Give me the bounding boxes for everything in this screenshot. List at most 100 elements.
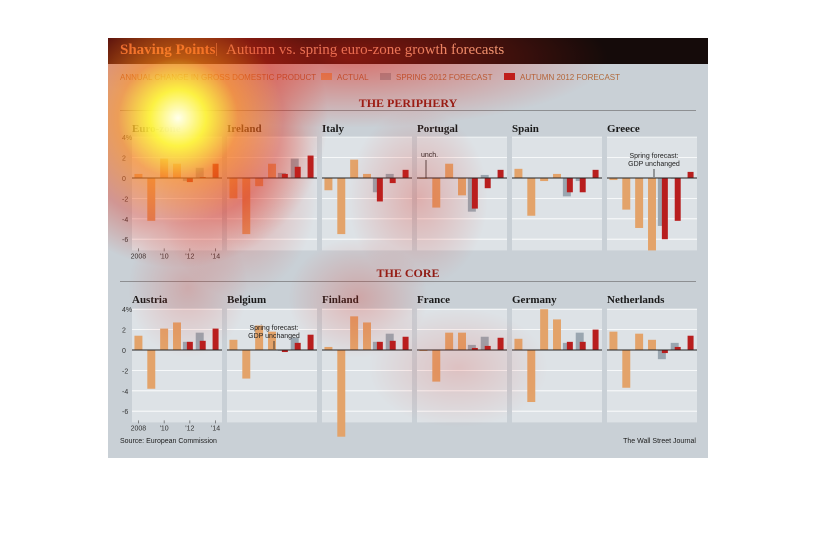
bar-autumn-finland xyxy=(376,341,383,350)
bar-autumn-finland xyxy=(389,340,396,350)
bar-actual-italy xyxy=(324,178,333,191)
bar-autumn-france xyxy=(497,337,504,350)
bar-actual-france xyxy=(432,350,441,382)
bar-actual-euro-zone xyxy=(173,163,181,178)
panel-title-spain: Spain xyxy=(512,123,539,135)
annotation-belgium: Spring forecast: xyxy=(249,325,298,332)
panel-title-austria: Austria xyxy=(132,294,168,306)
bar-actual-belgium xyxy=(242,350,251,379)
bar-actual-germany xyxy=(553,319,561,350)
bar-actual-greece xyxy=(635,178,644,228)
x-tick-label: '12 xyxy=(185,425,194,432)
bar-actual-spain xyxy=(527,178,536,216)
bar-actual-italy xyxy=(337,178,346,235)
bar-autumn-euro-zone xyxy=(186,178,193,183)
annotation-belgium: GDP unchanged xyxy=(248,333,300,340)
bar-autumn-ireland xyxy=(307,155,314,178)
bar-autumn-spain xyxy=(579,178,586,193)
bar-autumn-france xyxy=(484,345,491,350)
panel-title-euro-zone: Euro-zone xyxy=(132,123,181,135)
panel-title-greece: Greece xyxy=(607,123,640,135)
bar-autumn-austria xyxy=(199,340,206,350)
bar-actual-netherlands xyxy=(635,333,644,350)
panel-title-portugal: Portugal xyxy=(417,123,458,135)
x-tick-label: '10 xyxy=(160,425,169,432)
y-tick-label: -4 xyxy=(122,389,128,396)
bar-autumn-portugal xyxy=(497,169,504,178)
panel-ireland xyxy=(227,138,317,251)
bar-autumn-portugal xyxy=(471,178,478,209)
panel-title-netherlands: Netherlands xyxy=(607,294,665,306)
bar-autumn-germany xyxy=(566,341,573,350)
bar-actual-belgium xyxy=(229,339,238,350)
bar-autumn-italy xyxy=(376,178,383,202)
bar-actual-finland xyxy=(350,316,359,350)
bar-autumn-austria xyxy=(212,328,219,350)
y-tick-label: -6 xyxy=(122,409,128,416)
bar-actual-finland xyxy=(337,350,346,437)
bar-actual-germany xyxy=(514,338,523,350)
bar-actual-euro-zone xyxy=(147,178,156,221)
y-tick-label: -2 xyxy=(122,196,128,203)
panel-title-france: France xyxy=(417,294,450,306)
panel-italy xyxy=(322,138,412,251)
annotation-portugal: unch. xyxy=(421,152,438,159)
bar-autumn-greece xyxy=(687,171,694,178)
annotation-greece: GDP unchanged xyxy=(628,161,680,168)
bar-actual-italy xyxy=(350,159,359,178)
panel-title-ireland: Ireland xyxy=(227,123,262,135)
bar-autumn-netherlands xyxy=(687,335,694,350)
bar-autumn-germany xyxy=(579,341,586,350)
bar-autumn-greece xyxy=(661,178,668,240)
bar-actual-portugal xyxy=(458,178,466,196)
bar-autumn-ireland xyxy=(281,173,288,178)
bar-actual-france xyxy=(445,332,454,350)
bar-autumn-italy xyxy=(402,169,409,178)
bar-actual-netherlands xyxy=(609,331,618,350)
chart-card: Shaving Points | Autumn vs. spring euro-… xyxy=(108,38,708,458)
credit-note: The Wall Street Journal xyxy=(623,438,696,445)
bar-autumn-spain xyxy=(592,169,599,178)
bar-actual-ireland xyxy=(242,178,251,235)
bar-actual-euro-zone xyxy=(160,158,169,178)
y-tick-label: 2 xyxy=(122,328,126,335)
bar-autumn-euro-zone xyxy=(212,163,219,178)
panel-title-germany: Germany xyxy=(512,294,557,306)
bar-actual-netherlands xyxy=(622,350,631,388)
x-tick-label: '14 xyxy=(211,253,220,260)
annotation-greece: Spring forecast: xyxy=(629,153,678,160)
y-tick-label: 2 xyxy=(122,156,126,163)
bar-actual-netherlands xyxy=(648,339,656,350)
bar-actual-greece xyxy=(648,178,656,251)
bar-actual-germany xyxy=(540,309,549,350)
bar-actual-germany xyxy=(527,350,536,403)
bar-actual-italy xyxy=(363,173,371,178)
bar-spring-italy xyxy=(385,173,394,178)
x-tick-label: 2008 xyxy=(131,253,147,260)
bar-actual-ireland xyxy=(255,178,264,187)
bar-actual-austria xyxy=(173,322,181,350)
bar-actual-ireland xyxy=(268,163,276,178)
source-note: Source: European Commission xyxy=(120,438,217,445)
y-tick-label: -2 xyxy=(122,368,128,375)
bar-autumn-finland xyxy=(402,336,409,350)
bar-actual-portugal xyxy=(432,178,441,208)
bar-autumn-germany xyxy=(592,329,599,350)
panel-title-belgium: Belgium xyxy=(227,294,266,306)
bar-actual-austria xyxy=(147,350,156,389)
x-tick-label: '12 xyxy=(185,253,194,260)
panel-france xyxy=(417,309,507,423)
bar-actual-france xyxy=(458,332,466,350)
panel-title-italy: Italy xyxy=(322,123,345,135)
x-tick-label: '10 xyxy=(160,253,169,260)
bar-actual-spain xyxy=(514,168,523,178)
bar-actual-portugal xyxy=(445,163,454,178)
bar-actual-austria xyxy=(134,335,143,350)
x-tick-label: 2008 xyxy=(131,425,147,432)
bar-autumn-spain xyxy=(566,178,573,193)
x-tick-label: '14 xyxy=(211,425,220,432)
y-tick-label: -4 xyxy=(122,217,128,224)
bar-spring-euro-zone xyxy=(195,167,204,178)
bar-autumn-portugal xyxy=(484,178,491,189)
